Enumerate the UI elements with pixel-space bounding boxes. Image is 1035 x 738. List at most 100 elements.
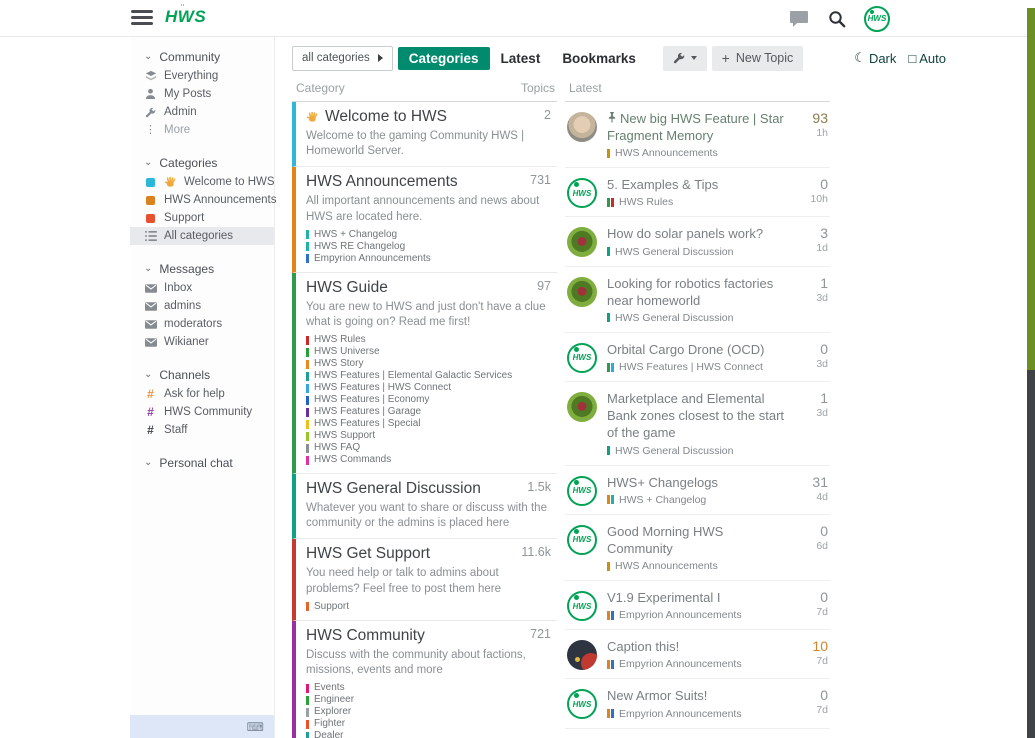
topic-row[interactable]: HWS Good Morning HWS Community HWS Annou… xyxy=(565,515,830,582)
avatar[interactable]: HWS xyxy=(567,342,597,373)
subcategory-item[interactable]: HWS Features | HWS Connect xyxy=(306,382,553,394)
sidebar-section-header[interactable]: ⌄ Channels xyxy=(130,365,274,385)
subcategory-item[interactable]: HWS Features | Garage xyxy=(306,406,553,418)
subcategory-item[interactable]: HWS Rules xyxy=(306,334,553,346)
admin-wrench-button[interactable] xyxy=(662,45,707,71)
topic-category-badge[interactable]: HWS Announcements xyxy=(607,147,790,159)
subcategory-item[interactable]: Engineer xyxy=(306,694,553,706)
sidebar-item-staff[interactable]: # Staff xyxy=(130,421,274,439)
sidebar-section-header[interactable]: ⌄ Messages xyxy=(130,259,274,279)
sidebar-item-my-posts[interactable]: My Posts xyxy=(130,85,274,103)
subcategory-item[interactable]: Support xyxy=(306,601,553,613)
sidebar-section-header[interactable]: ⌄ Community xyxy=(130,47,274,67)
topic-row[interactable]: New big HWS Feature | Star Fragment Memo… xyxy=(565,102,830,169)
topic-row[interactable]: HWS Orbital Cargo Drone (OCD) HWS Featur… xyxy=(565,333,830,383)
topic-row[interactable]: HWS HWS+ Changelogs HWS + Changelog 31 4… xyxy=(565,466,830,515)
topic-row[interactable]: Looking for robotics factories near home… xyxy=(565,267,830,333)
category-title[interactable]: HWS Get Support xyxy=(306,545,431,563)
subcategory-item[interactable]: Events xyxy=(306,682,553,694)
topic-row[interactable]: HWS New Armor Suit! Empyrion Announcemen… xyxy=(565,729,830,738)
subcategory-item[interactable]: HWS Features | Economy xyxy=(306,394,553,406)
subcategory-item[interactable]: HWS Features | Elemental Galactic Servic… xyxy=(306,370,553,382)
topic-row[interactable]: How do solar panels work? HWS General Di… xyxy=(565,217,830,267)
category-row[interactable]: HWS Community 721 Discuss with the commu… xyxy=(292,620,557,738)
topic-row[interactable]: HWS 5. Examples & Tips HWS Rules 0 10h xyxy=(565,168,830,218)
subcategory-item[interactable]: HWS Universe xyxy=(306,346,553,358)
site-logo[interactable]: HWS ¨ xyxy=(165,3,206,27)
category-filter-dropdown[interactable]: all categories xyxy=(292,45,393,71)
topic-title[interactable]: How do solar panels work? xyxy=(607,226,764,242)
sidebar-item-moderators[interactable]: moderators xyxy=(130,315,274,333)
topic-category-badge[interactable]: HWS General Discussion xyxy=(607,445,790,457)
topic-title[interactable]: 5. Examples & Tips xyxy=(607,177,719,193)
topic-title[interactable]: New big HWS Feature | Star Fragment Memo… xyxy=(607,111,784,144)
topic-row[interactable]: HWS V1.9 Experimental I Empyrion Announc… xyxy=(565,581,830,631)
topic-row[interactable]: Caption this! Empyrion Announcements 10 … xyxy=(565,630,830,680)
tab-bookmarks[interactable]: Bookmarks xyxy=(562,50,636,66)
avatar[interactable] xyxy=(567,112,597,142)
category-row[interactable]: HWS General Discussion 1.5k Whatever you… xyxy=(292,474,557,540)
category-row[interactable]: HWS Get Support 11.6k You need help or t… xyxy=(292,539,557,621)
category-title[interactable]: Welcome to HWS xyxy=(306,108,447,126)
avatar[interactable] xyxy=(567,640,597,671)
subcategory-item[interactable]: HWS Features | Special xyxy=(306,418,553,430)
topic-category-badge[interactable]: Empyrion Announcements xyxy=(607,708,790,720)
sidebar-item-support[interactable]: Support xyxy=(130,209,274,227)
keyboard-shortcuts-icon[interactable]: ⌨ xyxy=(246,719,264,734)
avatar[interactable]: HWS xyxy=(567,178,597,209)
avatar[interactable] xyxy=(567,227,597,258)
sidebar-item-more[interactable]: ⋮ More xyxy=(130,121,274,139)
topic-title[interactable]: Looking for robotics factories near home… xyxy=(607,275,774,308)
sidebar-item-all-categories[interactable]: All categories xyxy=(130,227,274,245)
sidebar-section-header[interactable]: ⌄ Categories xyxy=(130,153,274,173)
sidebar-item-hws-announcements[interactable]: HWS Announcements xyxy=(130,191,277,209)
subcategory-item[interactable]: Empyrion Announcements xyxy=(306,253,553,265)
user-avatar[interactable]: HWS xyxy=(864,5,890,32)
topic-row[interactable]: Marketplace and Elemental Bank zones clo… xyxy=(565,382,830,466)
scrollbar-thumb[interactable] xyxy=(1027,8,1035,370)
avatar[interactable] xyxy=(567,392,597,423)
category-title[interactable]: HWS Announcements xyxy=(306,173,458,191)
subcategory-item[interactable]: HWS RE Changelog xyxy=(306,241,553,253)
topic-title[interactable]: Marketplace and Elemental Bank zones clo… xyxy=(607,391,785,441)
tab-latest[interactable]: Latest xyxy=(500,50,541,66)
chat-icon[interactable] xyxy=(788,8,810,30)
category-title[interactable]: HWS General Discussion xyxy=(306,480,481,498)
sidebar-item-admin[interactable]: Admin xyxy=(130,103,274,121)
topic-row[interactable]: HWS New Armor Suits! Empyrion Announceme… xyxy=(565,679,830,729)
topic-title[interactable]: Caption this! xyxy=(607,639,680,655)
page-scrollbar[interactable] xyxy=(1027,0,1035,738)
hamburger-menu-icon[interactable] xyxy=(131,10,153,26)
category-row[interactable]: HWS Guide 97 You are new to HWS and just… xyxy=(292,272,557,475)
dark-theme-toggle[interactable]: ☾ Dark xyxy=(854,50,897,66)
subcategory-item[interactable]: HWS FAQ xyxy=(306,442,553,454)
avatar[interactable]: HWS xyxy=(567,475,597,506)
avatar[interactable]: HWS xyxy=(567,591,597,622)
subcategory-item[interactable]: Explorer xyxy=(306,706,553,718)
topic-title[interactable]: V1.9 Experimental I xyxy=(607,590,721,606)
auto-theme-toggle[interactable]: □ Auto xyxy=(908,50,946,66)
sidebar-item-ask-for-help[interactable]: # Ask for help xyxy=(130,385,274,403)
new-topic-button[interactable]: + New Topic xyxy=(711,45,804,71)
sidebar-item-inbox[interactable]: Inbox xyxy=(130,279,274,297)
sidebar-item-welcome-to-hws[interactable]: Welcome to HWS xyxy=(130,173,275,191)
subcategory-item[interactable]: Dealer xyxy=(306,730,553,738)
sidebar-item-admins[interactable]: admins xyxy=(130,297,274,315)
topic-title[interactable]: Orbital Cargo Drone (OCD) xyxy=(607,341,765,357)
topic-category-badge[interactable]: HWS + Changelog xyxy=(607,494,790,506)
topic-category-badge[interactable]: HWS Features | HWS Connect xyxy=(607,361,790,373)
subcategory-item[interactable]: HWS + Changelog xyxy=(306,229,553,241)
topic-title[interactable]: HWS+ Changelogs xyxy=(607,474,718,490)
sidebar-item-wikianer[interactable]: Wikianer xyxy=(130,333,274,351)
topic-category-badge[interactable]: HWS General Discussion xyxy=(607,246,790,258)
topic-category-badge[interactable]: Empyrion Announcements xyxy=(607,658,790,670)
topic-category-badge[interactable]: HWS Announcements xyxy=(607,560,790,572)
tab-categories[interactable]: Categories xyxy=(397,46,490,70)
topic-category-badge[interactable]: Empyrion Announcements xyxy=(607,609,790,621)
subcategory-item[interactable]: HWS Support xyxy=(306,430,553,442)
category-title[interactable]: HWS Guide xyxy=(306,278,388,296)
search-icon[interactable] xyxy=(826,8,848,30)
subcategory-item[interactable]: HWS Commands xyxy=(306,454,553,466)
category-title[interactable]: HWS Community xyxy=(306,626,425,644)
avatar[interactable]: HWS xyxy=(567,524,597,555)
